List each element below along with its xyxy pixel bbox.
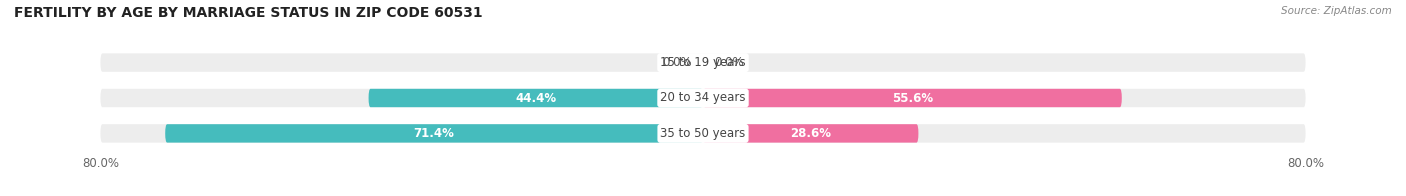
FancyBboxPatch shape [703, 124, 918, 143]
FancyBboxPatch shape [100, 53, 1306, 72]
Text: FERTILITY BY AGE BY MARRIAGE STATUS IN ZIP CODE 60531: FERTILITY BY AGE BY MARRIAGE STATUS IN Z… [14, 6, 482, 20]
Text: 0.0%: 0.0% [714, 56, 744, 69]
Text: 35 to 50 years: 35 to 50 years [661, 127, 745, 140]
FancyBboxPatch shape [368, 89, 703, 107]
Text: 71.4%: 71.4% [413, 127, 454, 140]
FancyBboxPatch shape [100, 124, 1306, 143]
Text: 20 to 34 years: 20 to 34 years [661, 92, 745, 104]
Text: 28.6%: 28.6% [790, 127, 831, 140]
Text: 15 to 19 years: 15 to 19 years [661, 56, 745, 69]
Text: 55.6%: 55.6% [891, 92, 934, 104]
Text: Source: ZipAtlas.com: Source: ZipAtlas.com [1281, 6, 1392, 16]
Text: 44.4%: 44.4% [515, 92, 557, 104]
Text: 0.0%: 0.0% [662, 56, 692, 69]
FancyBboxPatch shape [100, 89, 1306, 107]
FancyBboxPatch shape [165, 124, 703, 143]
FancyBboxPatch shape [703, 89, 1122, 107]
